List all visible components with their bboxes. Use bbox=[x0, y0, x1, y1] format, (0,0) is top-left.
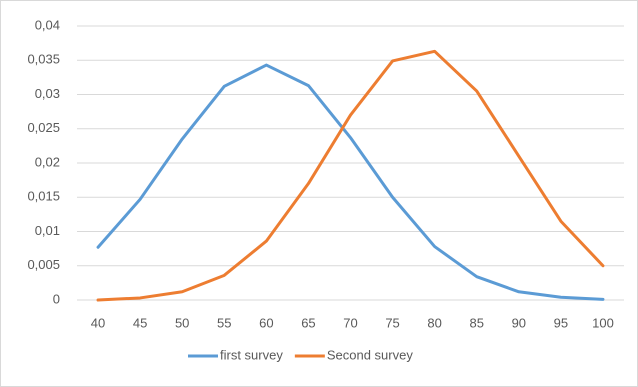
y-tick-label: 0,01 bbox=[35, 223, 60, 238]
series-line bbox=[96, 63, 605, 301]
x-tick-label: 100 bbox=[592, 315, 614, 330]
y-tick-label: 0,04 bbox=[35, 17, 60, 32]
y-tick-label: 0,035 bbox=[27, 52, 60, 67]
x-tick-label: 85 bbox=[469, 315, 483, 330]
x-tick-label: 60 bbox=[259, 315, 273, 330]
y-tick-label: 0,005 bbox=[27, 257, 60, 272]
x-tick-label: 40 bbox=[91, 315, 105, 330]
legend-label: Second survey bbox=[327, 347, 413, 362]
legend-label: first survey bbox=[220, 347, 283, 362]
y-tick-label: 0,025 bbox=[27, 120, 60, 135]
x-tick-label: 80 bbox=[427, 315, 441, 330]
y-tick-label: 0,02 bbox=[35, 154, 60, 169]
x-tick-label: 55 bbox=[217, 315, 231, 330]
x-tick-label: 75 bbox=[385, 315, 399, 330]
x-tick-label: 50 bbox=[175, 315, 189, 330]
series-line bbox=[96, 49, 605, 302]
x-tick-label: 70 bbox=[343, 315, 357, 330]
y-tick-label: 0,015 bbox=[27, 189, 60, 204]
y-tick-label: 0 bbox=[53, 291, 60, 306]
x-tick-label: 90 bbox=[512, 315, 526, 330]
x-tick-label: 65 bbox=[301, 315, 315, 330]
y-tick-label: 0,03 bbox=[35, 86, 60, 101]
x-tick-label: 95 bbox=[554, 315, 568, 330]
x-tick-label: 45 bbox=[133, 315, 147, 330]
